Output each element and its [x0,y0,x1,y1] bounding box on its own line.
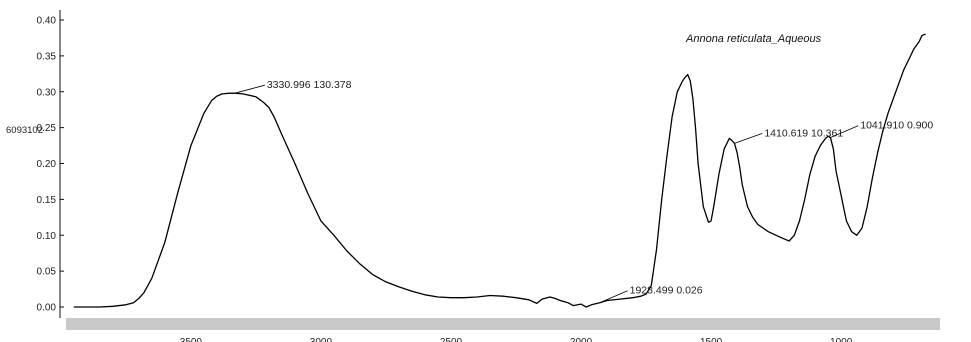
spectrum-line [73,33,926,308]
annotation-label: 1410.619 10.361 [764,127,843,139]
x-tick-label: 3500 [180,337,203,342]
x-axis-bar [66,318,940,330]
annotation-label: 1041.910 0.900 [860,120,933,132]
y-axis-ticks: 0.00 0.05 0.10 0.15 0.20 0.25 0.30 0.35 0.40 [37,16,64,314]
x-axis-ticks: 3500 3000 2500 2000 1500 1000 [180,337,853,342]
annotation-label: 1928.499 0.026 [630,285,703,297]
x-tick-label: 2000 [570,337,593,342]
y-axis-overlay-label: 6093102 [6,125,43,136]
x-tick-label: 1000 [830,337,853,342]
annotation-label: 3330.996 130.378 [267,79,352,91]
y-tick-label: 0.15 [37,195,57,206]
annotation-leader [830,125,859,139]
peak-annotations: 3330.996 130.378 1928.499 0.026 1410.619 1… [234,79,933,304]
x-tick-label: 3000 [310,337,333,342]
y-tick-label: 0.30 [37,87,57,98]
y-tick-label: 0.00 [37,303,57,314]
y-tick-label: 0.40 [37,16,57,27]
chart-title: Annona reticulata_Aqueous [685,33,822,45]
annotation-leader [234,84,265,94]
x-tick-label: 2500 [440,337,463,342]
y-tick-label: 0.20 [37,159,57,170]
y-tick-label: 0.10 [37,231,57,242]
annotation-leader [734,133,763,144]
x-tick-label: 1500 [700,337,723,342]
annotation-leader [599,290,628,304]
y-tick-label: 0.25 [37,123,57,134]
y-tick-label: 0.05 [37,267,57,278]
y-tick-label: 0.35 [37,51,57,62]
